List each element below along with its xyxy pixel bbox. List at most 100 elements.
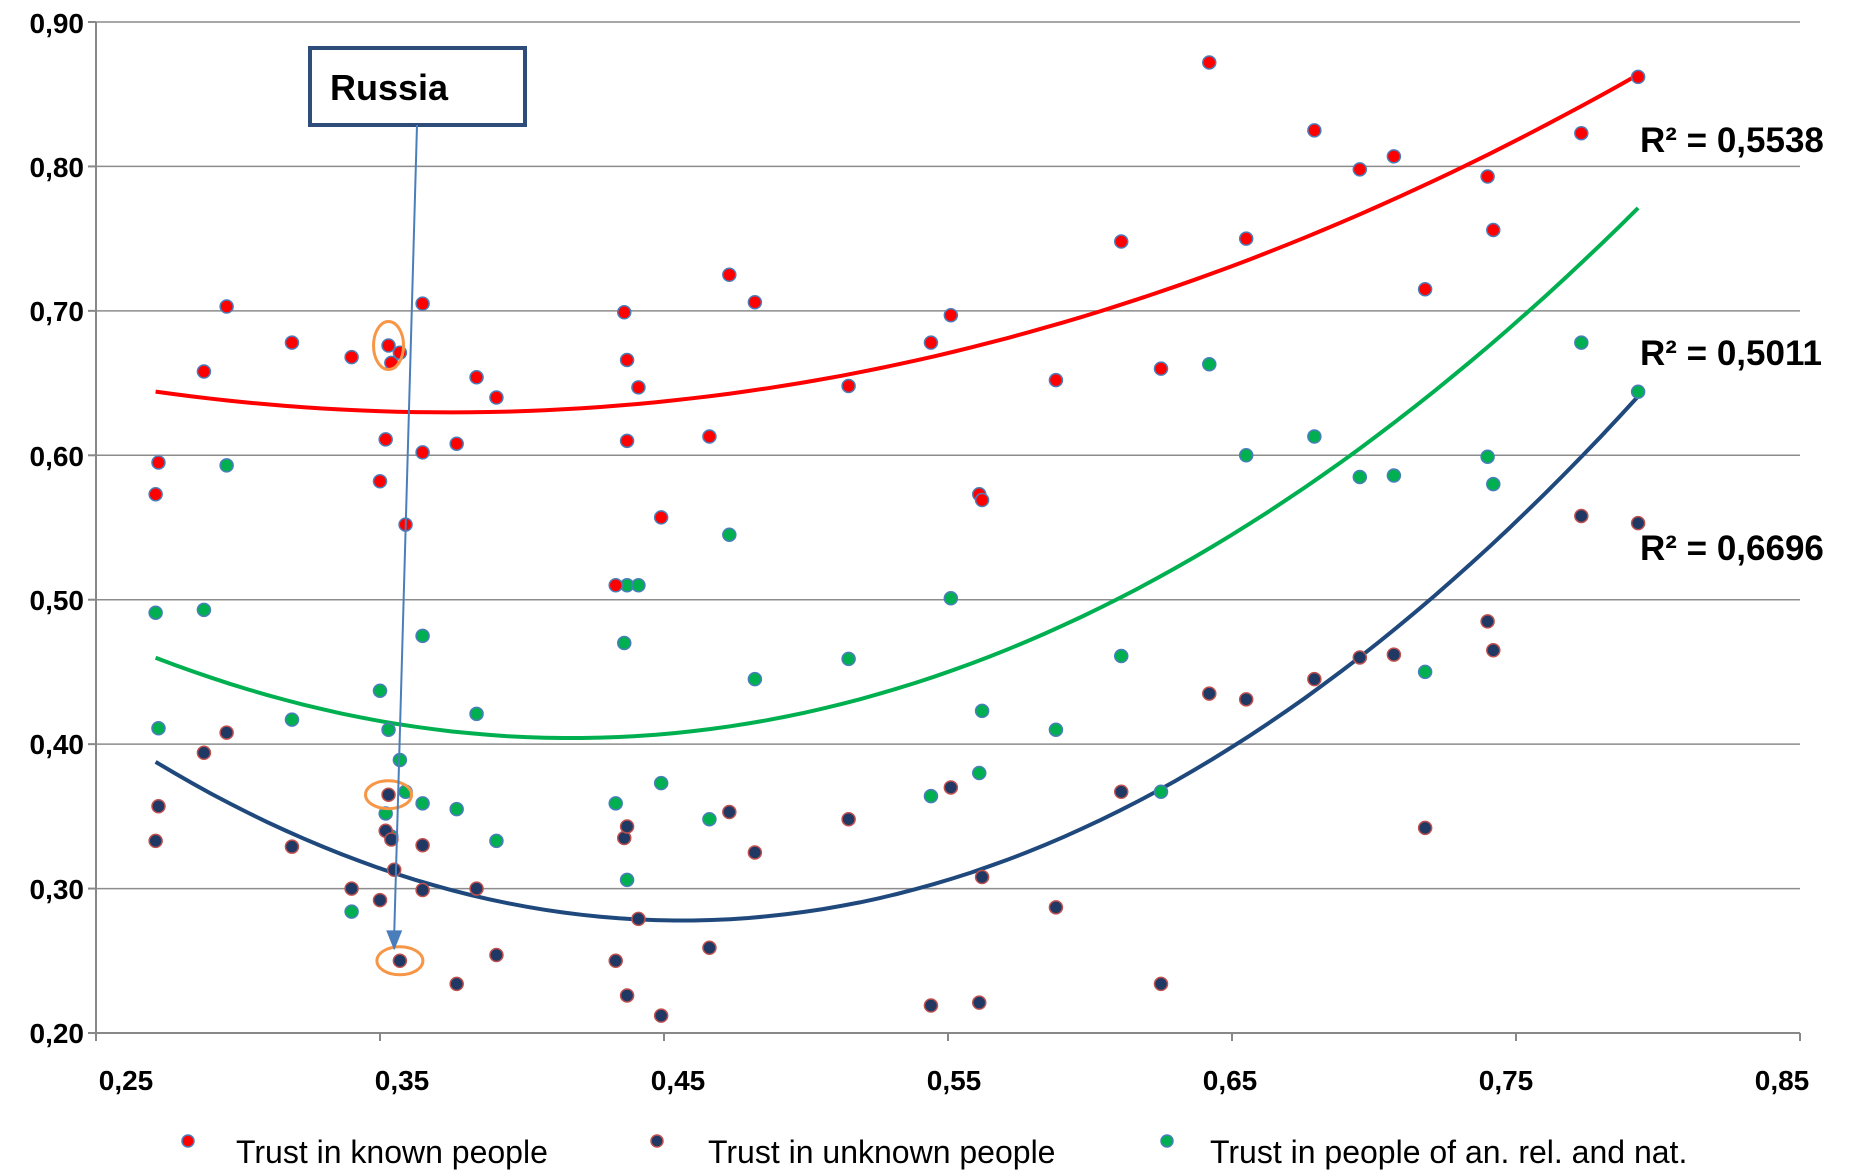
data-point-series-0 — [608, 578, 623, 593]
data-point-series-0 — [415, 445, 430, 460]
x-tick-label: 0,55 — [927, 1065, 982, 1096]
data-point-series-2 — [219, 458, 234, 473]
data-point-series-1 — [1048, 900, 1064, 915]
data-point-series-0 — [653, 510, 669, 525]
data-point-series-1 — [619, 819, 635, 834]
y-tick-label: 0,90 — [30, 8, 85, 39]
data-point-series-1 — [943, 780, 959, 795]
data-point-series-0 — [619, 433, 635, 449]
data-point-series-2 — [616, 635, 632, 651]
data-point-series-0 — [974, 492, 990, 508]
data-point-series-1 — [381, 787, 396, 802]
data-point-series-1 — [1480, 614, 1495, 629]
data-point-series-1 — [151, 798, 166, 814]
data-point-series-0 — [1307, 123, 1322, 138]
r2-labels: R² = 0,5538 R² = 0,5011 R² = 0,6696 — [1640, 121, 1824, 568]
y-tick-label: 0,30 — [30, 874, 85, 905]
data-point-series-0 — [415, 296, 430, 311]
r2-label-known: R² = 0,5538 — [1640, 121, 1824, 160]
data-point-series-2 — [971, 765, 987, 781]
y-tick-label: 0,70 — [30, 296, 85, 327]
data-point-series-1 — [1352, 650, 1368, 665]
data-point-series-2 — [943, 591, 959, 606]
callout-arrowhead — [386, 930, 403, 951]
data-point-series-2 — [489, 833, 504, 849]
data-point-series-0 — [616, 305, 632, 320]
data-point-series-0 — [372, 474, 388, 489]
x-tick-label: 0,85 — [1755, 1065, 1810, 1096]
data-point-series-1 — [415, 882, 430, 898]
data-point-series-2 — [1352, 469, 1368, 485]
legend-label-unknown: Trust in unknown people — [708, 1134, 1055, 1170]
gridlines — [96, 21, 1800, 890]
data-point-series-2 — [747, 671, 763, 687]
russia-highlight-ellipse — [372, 320, 406, 372]
data-point-series-1 — [386, 862, 402, 878]
data-points — [148, 55, 1646, 1023]
data-point-series-0 — [1486, 222, 1501, 238]
data-point-series-2 — [702, 811, 717, 827]
data-point-series-2 — [381, 722, 396, 737]
r2-label-nat: R² = 0,5011 — [1640, 334, 1822, 373]
data-point-series-2 — [1153, 784, 1169, 800]
callout-arrow — [393, 124, 418, 935]
data-point-series-0 — [943, 307, 959, 323]
x-tick-label: 0,75 — [1479, 1065, 1534, 1096]
data-point-series-2 — [415, 628, 430, 644]
russia-highlights — [364, 320, 425, 977]
data-point-series-2 — [372, 683, 388, 698]
data-point-series-1 — [971, 995, 987, 1010]
y-tick-label: 0,60 — [30, 441, 85, 472]
data-point-series-2 — [974, 703, 990, 719]
data-point-series-2 — [196, 602, 212, 618]
legend: Trust in known people Trust in unknown p… — [181, 1134, 1687, 1170]
y-tick-labels: 0,20 0,30 0,40 0,50 0,60 0,70 0,80 0,90 — [30, 8, 85, 1049]
data-point-series-1 — [1417, 820, 1433, 836]
data-point-series-2 — [1486, 476, 1501, 492]
data-point-series-0 — [1202, 55, 1217, 70]
russia-callout: Russia — [308, 46, 527, 951]
legend-label-known: Trust in known people — [236, 1134, 548, 1170]
data-point-series-2 — [1307, 429, 1322, 444]
data-point-series-1 — [1486, 643, 1501, 658]
data-point-series-2 — [1630, 384, 1646, 399]
data-point-series-2 — [722, 527, 737, 542]
data-point-series-1 — [1113, 784, 1129, 800]
data-point-series-2 — [619, 872, 635, 888]
data-point-series-2 — [841, 651, 856, 667]
data-point-series-1 — [489, 947, 504, 963]
data-point-series-2 — [469, 706, 484, 722]
x-tick-label: 0,45 — [651, 1065, 706, 1096]
data-point-series-2 — [1238, 448, 1254, 463]
callout-box — [308, 46, 527, 127]
y-tick-label: 0,80 — [30, 152, 85, 183]
data-point-series-0 — [381, 338, 396, 353]
data-point-series-2 — [151, 721, 166, 736]
data-point-series-0 — [489, 390, 504, 405]
callout-label: Russia — [330, 67, 449, 108]
data-point-series-0 — [196, 364, 212, 379]
data-point-series-0 — [344, 349, 359, 365]
data-point-series-0 — [841, 378, 856, 394]
data-point-series-0 — [1048, 372, 1064, 388]
data-point-series-1 — [702, 940, 717, 956]
x-tick-labels: 0,25 0,35 0,45 0,55 0,65 0,75 0,85 — [99, 1065, 1810, 1096]
legend-marker-known — [181, 1134, 195, 1148]
data-point-series-2 — [148, 605, 163, 620]
data-point-series-0 — [747, 294, 763, 310]
data-point-series-1 — [372, 892, 388, 908]
data-point-series-2 — [1386, 468, 1402, 483]
data-point-series-0 — [722, 267, 737, 282]
x-tick-label: 0,65 — [1203, 1065, 1258, 1096]
trendline-series-1 — [154, 395, 1640, 923]
data-point-series-1 — [392, 953, 408, 969]
legend-marker-unknown — [650, 1134, 664, 1148]
data-point-series-0 — [1386, 149, 1402, 164]
data-point-series-0 — [702, 429, 717, 444]
data-point-series-1 — [619, 988, 635, 1003]
data-point-series-1 — [722, 804, 737, 820]
axes — [88, 21, 1801, 1041]
data-point-series-2 — [449, 801, 464, 817]
data-point-series-0 — [1417, 281, 1433, 297]
